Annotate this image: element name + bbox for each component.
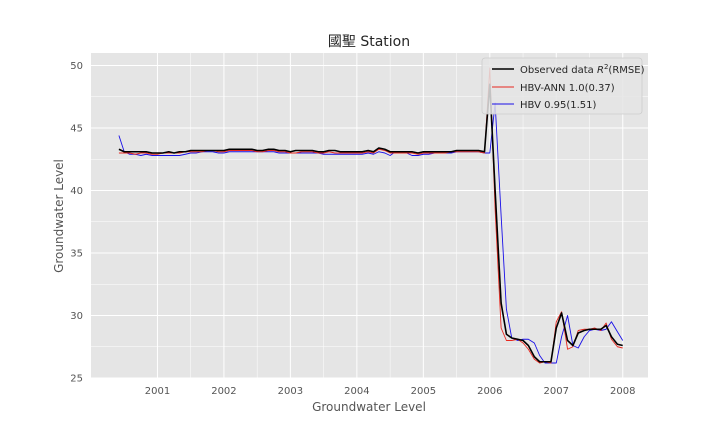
y-tick-label: 40 — [70, 186, 83, 197]
legend-entry-hbv-ann: HBV-ANN 1.0(0.37) — [520, 83, 615, 94]
legend-box — [481, 57, 643, 115]
y-tick-label: 25 — [70, 374, 83, 385]
y-tick-label: 45 — [70, 124, 83, 135]
legend: Observed data R2(RMSE) HBV-ANN 1.0(0.37)… — [481, 57, 645, 115]
legend-entry-hbv: HBV 0.95(1.51) — [520, 100, 597, 111]
tick-labels: 2001 2002 2003 2004 2005 2006 2007 2008 25 30 35 40… — [70, 61, 635, 397]
legend-observed-suffix: (RMSE) — [608, 65, 644, 76]
y-tick-label: 50 — [70, 61, 83, 72]
x-tick-label: 2007 — [544, 386, 569, 397]
x-axis-label: Groundwater Level — [312, 400, 426, 414]
series-hbv-ann-line — [118, 67, 623, 364]
legend-entry-observed: Observed data R2(RMSE) — [520, 63, 645, 76]
series-lines — [118, 67, 624, 364]
x-tick-label: 2001 — [145, 386, 170, 397]
series-observed-line — [118, 83, 623, 363]
chart-title: 國聖 Station — [328, 34, 410, 50]
legend-observed-exp: 2 — [604, 63, 608, 71]
x-tick-label: 2006 — [477, 386, 502, 397]
legend-observed-prefix: Observed data — [520, 65, 597, 76]
x-tick-label: 2002 — [211, 386, 236, 397]
y-axis-label: Groundwater Level — [52, 159, 66, 273]
x-tick-label: 2003 — [278, 386, 303, 397]
y-tick-label: 30 — [70, 311, 83, 322]
legend-observed-r: R — [597, 65, 604, 76]
x-tick-label: 2008 — [610, 386, 635, 397]
x-tick-label: 2004 — [344, 386, 369, 397]
x-tick-label: 2005 — [411, 386, 436, 397]
y-tick-label: 35 — [70, 249, 83, 260]
